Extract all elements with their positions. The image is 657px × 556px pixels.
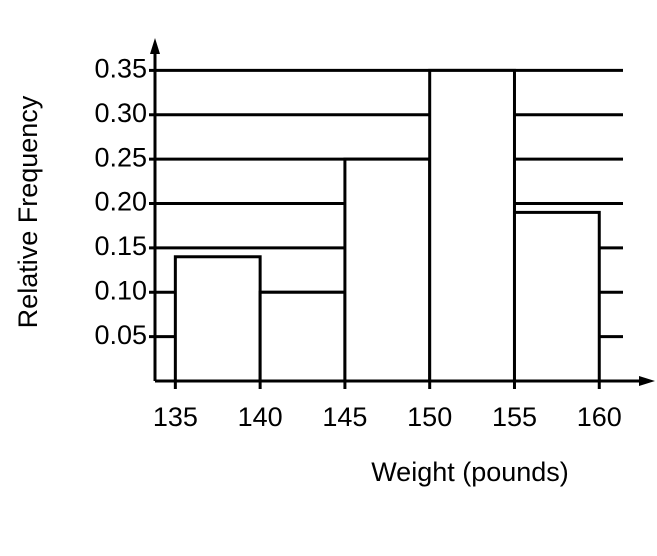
x-tick-label: 160: [577, 402, 622, 432]
y-tick-label: 0.20: [94, 187, 147, 217]
y-tick-label: 0.30: [94, 98, 147, 128]
bar: [512, 210, 601, 383]
x-axis-arrow: [639, 376, 655, 386]
y-tick-label: 0.10: [94, 275, 147, 305]
bar: [173, 255, 262, 383]
y-tick-label: 0.05: [94, 320, 147, 350]
x-tick-label: 155: [492, 402, 537, 432]
y-axis-arrow: [150, 38, 160, 54]
x-tick-label: 135: [153, 402, 198, 432]
y-tick-label: 0.25: [94, 142, 147, 172]
x-tick-label: 145: [322, 402, 367, 432]
y-tick-label: 0.15: [94, 231, 147, 261]
y-axis-label: Relative Frequency: [13, 95, 43, 328]
x-tick-label: 140: [238, 402, 283, 432]
y-tick-label: 0.35: [94, 54, 147, 84]
bar: [343, 157, 432, 383]
x-axis-label: Weight (pounds): [371, 457, 569, 487]
bar: [258, 290, 347, 383]
x-tick-label: 150: [407, 402, 452, 432]
bar: [428, 68, 516, 383]
